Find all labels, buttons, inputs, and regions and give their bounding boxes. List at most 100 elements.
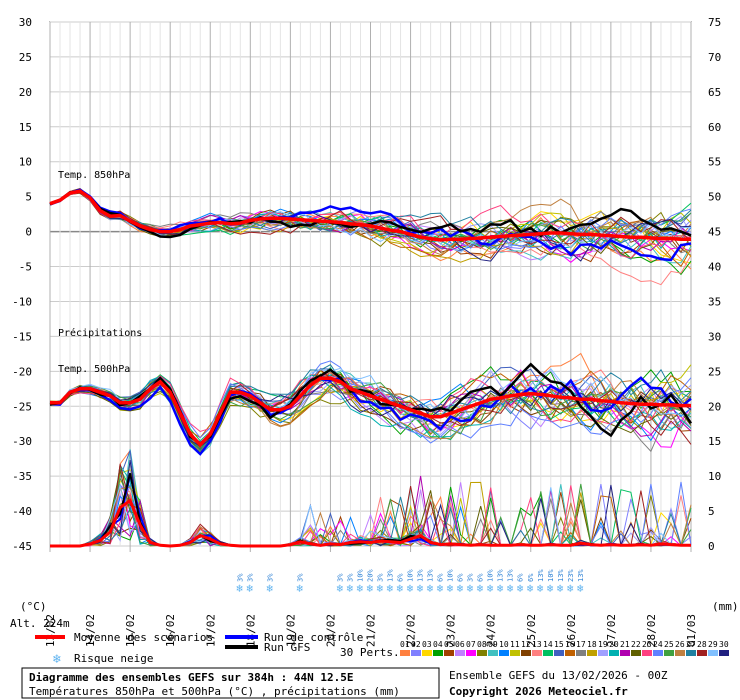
pert-number: 03 (422, 640, 432, 649)
copyright: Copyright 2026 Meteociel.fr (449, 685, 628, 698)
snow-risk-pct: 13% (557, 569, 565, 582)
snowflake-icon: ❄ (427, 582, 434, 595)
left-tick-label: -45 (12, 540, 32, 553)
pert-swatch (587, 650, 597, 656)
pert-number: 13 (532, 640, 542, 649)
x-tick-label: 21/02 (365, 614, 378, 647)
snowflake-icon: ❄ (547, 582, 554, 595)
snowflake-icon: ❄ (367, 582, 374, 595)
pert-swatch (686, 650, 696, 656)
snow-risk-pct: 6% (517, 573, 525, 582)
pert-number: 11 (510, 640, 520, 649)
snow-risk-pct: 3% (336, 573, 344, 582)
x-tick-label: 15/02 (124, 614, 137, 647)
snowflake-icon: ❄ (447, 582, 454, 595)
left-tick-label: 10 (19, 156, 32, 169)
snow-risk-pct: 13% (427, 569, 435, 582)
snowflake-icon: ❄ (477, 582, 484, 595)
right-unit-label: (mm) (712, 600, 739, 613)
left-tick-label: 25 (19, 51, 32, 64)
snowflake-icon: ❄ (517, 582, 524, 595)
pert-number: 19 (598, 640, 608, 649)
pert-swatch (708, 650, 718, 656)
snowflake-icon: ❄ (507, 582, 514, 595)
pert-swatch (697, 650, 707, 656)
pert-swatch (576, 650, 586, 656)
snow-risk-pct: 20% (367, 569, 375, 582)
pert-swatch (488, 650, 498, 656)
pert-swatch (444, 650, 454, 656)
left-tick-label: 15 (19, 121, 32, 134)
right-tick-label: 45 (708, 226, 721, 239)
snow-risk-pct: 10% (487, 569, 495, 582)
pert-number: 12 (521, 640, 531, 649)
snowflake-icon: ❄ (537, 582, 544, 595)
left-tick-label: 0 (25, 226, 32, 239)
pert-number: 15 (554, 640, 564, 649)
x-tick-label: 27/02 (605, 614, 618, 647)
snow-risk-pct: 6% (477, 573, 485, 582)
left-tick-label: -25 (12, 400, 32, 413)
pert-swatch (521, 650, 531, 656)
snow-risk-pct: 10% (356, 569, 364, 582)
pert-number: 09 (488, 640, 498, 649)
pert-number: 22 (631, 640, 641, 649)
snowflake-icon: ❄ (467, 582, 474, 595)
snow-risk-pct: 13% (507, 569, 515, 582)
left-tick-label: -35 (12, 470, 32, 483)
right-tick-label: 40 (708, 261, 721, 274)
pert-number: 02 (411, 640, 421, 649)
right-tick-label: 30 (708, 330, 721, 343)
pert-swatch (642, 650, 652, 656)
pert-number: 07 (466, 640, 476, 649)
control-run-500-line (49, 376, 692, 456)
right-tick-label: 65 (708, 86, 721, 99)
snow-risk-pct: 10% (447, 569, 455, 582)
pert-swatch (664, 650, 674, 656)
pert-number: 27 (686, 640, 696, 649)
snow-risk-pct: 10% (547, 569, 555, 582)
pert-swatch (455, 650, 465, 656)
pert-number: 16 (565, 640, 575, 649)
x-tick-label: 14/02 (84, 614, 97, 647)
right-tick-label: 5 (708, 505, 715, 518)
pert-swatch (631, 650, 641, 656)
pert-swatch (411, 650, 421, 656)
pert-number: 06 (455, 640, 465, 649)
snow-risk-pct: 3% (296, 573, 304, 582)
snowflake-icon: ❄ (397, 582, 404, 595)
pert-swatch (422, 650, 432, 656)
snowflake-icon: ❄ (266, 582, 273, 595)
snowflake-icon: ❄ (336, 582, 343, 595)
pert-swatch (565, 650, 575, 656)
pert-number: 05 (444, 640, 454, 649)
right-tick-label: 75 (708, 16, 721, 29)
snow-risk-pct: 3% (346, 573, 354, 582)
pert-number: 21 (620, 640, 630, 649)
x-tick-label: 26/02 (565, 614, 578, 647)
right-tick-label: 55 (708, 156, 721, 169)
x-tick-label: 23/02 (445, 614, 458, 647)
legend-mean-label: Moyenne des scénarios (74, 631, 213, 644)
right-tick-label: 15 (708, 435, 721, 448)
pert-swatch (554, 650, 564, 656)
x-tick-label: 16/02 (164, 614, 177, 647)
snow-risk-pct: 3% (266, 573, 274, 582)
pert-number: 18 (587, 640, 597, 649)
pert-swatch (466, 650, 476, 656)
pert-swatch (719, 650, 729, 656)
perts-label: 30 Perts. (340, 646, 400, 659)
snow-risk-pct: 13% (417, 569, 425, 582)
left-tick-label: -10 (12, 295, 32, 308)
snow-risk-pct: 23% (567, 569, 575, 582)
left-tick-label: 30 (19, 16, 32, 29)
pert-swatch (675, 650, 685, 656)
snow-risk-pct: 10% (407, 569, 415, 582)
x-tick-label: 25/02 (525, 614, 538, 647)
left-tick-label: 5 (25, 191, 32, 204)
x-tick-label: 20/02 (324, 614, 337, 647)
right-tick-label: 20 (708, 400, 721, 413)
left-tick-label: -40 (12, 505, 32, 518)
pert-number: 20 (609, 640, 619, 649)
